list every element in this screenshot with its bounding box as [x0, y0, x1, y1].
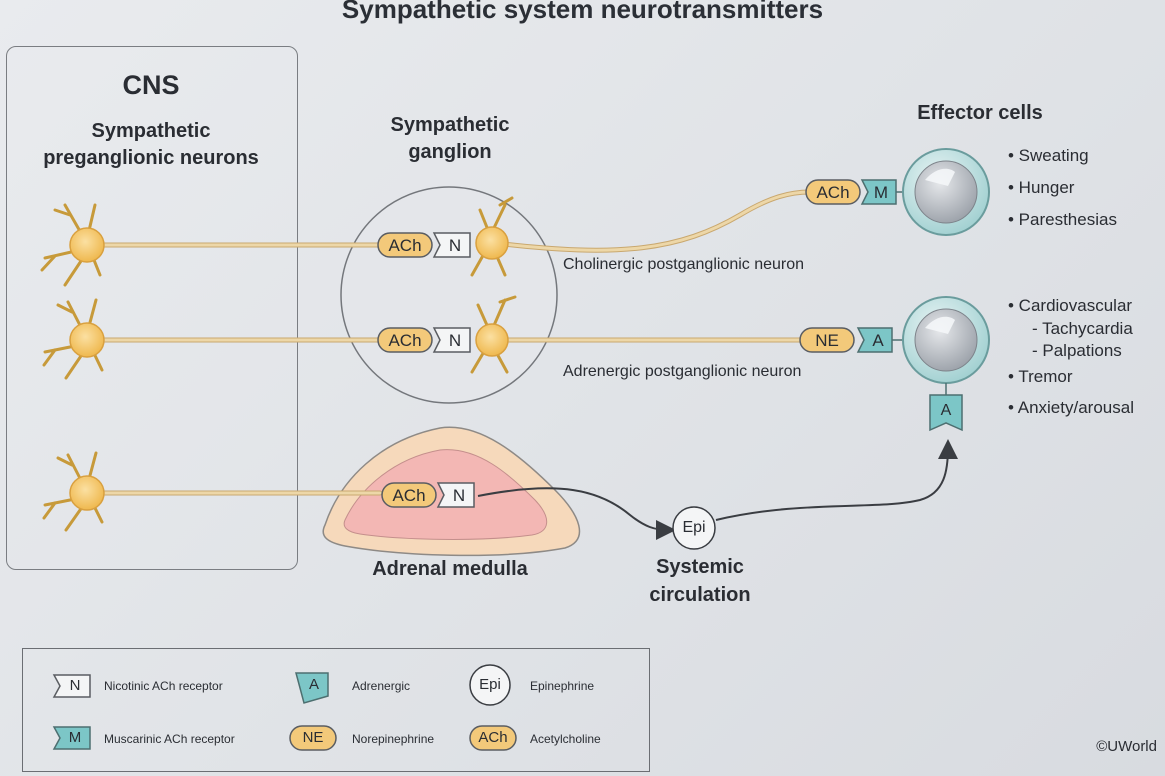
cns-subheading-line1: Sympathetic	[91, 120, 211, 142]
postganglionic-neuron-2	[470, 295, 517, 374]
synapse-effector-cholinergic	[805, 179, 906, 205]
a-label-receptor-bottom: A	[940, 402, 952, 419]
effect-item: - Palpations	[1032, 341, 1122, 360]
copyright: ©UWorld	[1096, 738, 1157, 755]
n-label-adrenal: N	[452, 486, 466, 505]
ganglion-heading-line1: Sympathetic	[390, 114, 510, 136]
legend-n-text: Nicotinic ACh receptor	[104, 679, 223, 693]
ach-label-adrenal: ACh	[392, 486, 426, 505]
cns-heading: CNS	[122, 70, 180, 100]
preganglionic-neuron-2	[42, 298, 105, 380]
synapse-ganglion-2	[377, 327, 471, 353]
systemic-line2: circulation	[649, 584, 751, 606]
effects-bottom-list: • Cardiovascular - Tachycardia - Palpati…	[1008, 294, 1134, 420]
effector-cell-2-a-receptor	[929, 383, 963, 432]
ganglion-heading-line2: ganglion	[408, 141, 492, 163]
effector-cell-2	[902, 296, 990, 384]
effect-item: • Tremor	[1008, 367, 1073, 386]
legend-ach-symbol: ACh	[478, 729, 508, 746]
preganglionic-neuron-1	[40, 203, 105, 287]
effector-cell-1	[902, 148, 990, 236]
epi-label: Epi	[682, 519, 706, 536]
preganglionic-neuron-3	[42, 451, 105, 532]
legend-ach-text: Acetylcholine	[530, 732, 601, 746]
systemic-line1: Systemic	[656, 556, 744, 578]
arrow-to-effector	[715, 439, 958, 521]
diagram-title: Sympathetic system neurotransmitters	[341, 0, 824, 24]
effect-item: • Paresthesias	[1008, 210, 1117, 229]
ganglion-circle	[340, 186, 558, 404]
legend-n-symbol: N	[69, 677, 81, 694]
effect-item: • Anxiety/arousal	[1008, 398, 1134, 417]
n-label-ganglion-2: N	[448, 331, 462, 350]
legend-ne-text: Norepinephrine	[352, 732, 435, 746]
epi-circle	[672, 506, 716, 550]
adrenal-medulla-label: Adrenal medulla	[372, 558, 528, 580]
legend-epi-text: Epinephrine	[530, 679, 595, 693]
synapse-effector-adrenergic	[799, 327, 904, 353]
a-label-effector: A	[872, 331, 884, 350]
adrenergic-label: Adrenergic postganglionic neuron	[563, 363, 802, 380]
legend-epi-symbol: Epi	[479, 676, 501, 693]
effect-item: - Tachycardia	[1032, 319, 1133, 338]
m-label-effector: M	[873, 183, 889, 202]
synapse-ganglion-1	[377, 232, 471, 258]
ach-label-effector: ACh	[816, 183, 850, 202]
systemic-circulation-label: Systemic circulation	[630, 553, 770, 609]
cns-subheading-line2: preganglionic neurons	[43, 147, 259, 169]
cns-subheading: Sympathetic preganglionic neurons	[6, 118, 296, 172]
effect-item: • Sweating	[1008, 146, 1089, 165]
arrow-to-circulation	[477, 487, 676, 540]
n-label-ganglion-1: N	[448, 236, 462, 255]
legend-a-symbol: A	[308, 676, 319, 693]
postganglionic-neuron-1	[470, 196, 514, 277]
synapse-adrenal	[381, 482, 475, 508]
cns-box	[6, 46, 298, 570]
cholinergic-label: Cholinergic postganglionic neuron	[563, 256, 805, 273]
effect-item: • Cardiovascular	[1008, 296, 1133, 315]
legend-box	[22, 648, 650, 772]
legend-symbols	[52, 664, 517, 751]
ach-label-ganglion-1: ACh	[388, 236, 422, 255]
effects-top-list: • Sweating • Hunger • Paresthesias	[1008, 140, 1117, 236]
ganglion-heading: Sympathetic ganglion	[340, 112, 560, 166]
ne-label-effector: NE	[815, 331, 839, 350]
legend-m-text: Muscarinic ACh receptor	[104, 732, 235, 746]
axons	[92, 189, 813, 496]
legend-a-text: Adrenergic	[352, 679, 411, 693]
ach-label-ganglion-2: ACh	[388, 331, 422, 350]
legend-m-symbol: M	[68, 729, 82, 746]
effector-heading: Effector cells	[917, 102, 1043, 124]
effect-item: • Hunger	[1008, 178, 1075, 197]
legend-ne-symbol: NE	[302, 729, 324, 746]
